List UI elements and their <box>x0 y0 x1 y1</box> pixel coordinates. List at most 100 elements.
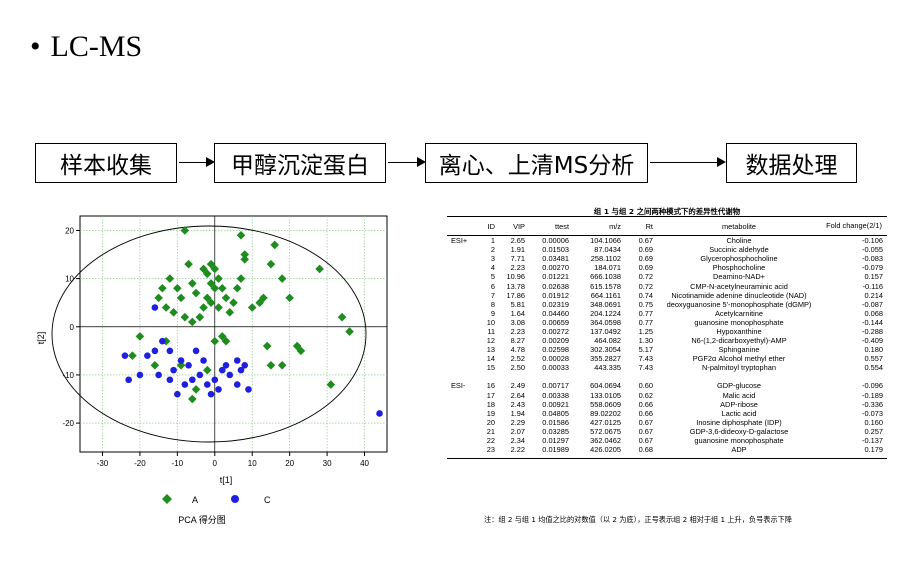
cell-mode: ESI- <box>451 381 466 391</box>
cell-metabolite: N6-(1,2-dicarboxyethyl)-AMP <box>691 336 787 346</box>
data-point-a <box>285 293 294 303</box>
cell-ttest: 0.00270 <box>542 263 569 273</box>
data-point-a <box>232 283 242 293</box>
data-point-a <box>191 385 201 394</box>
cell-metabolite: Glycerophosphocholine <box>700 254 778 264</box>
data-point-a <box>188 317 197 327</box>
cell-fold-change: -0.083 <box>862 254 883 264</box>
cell-metabolite: PGF2α Alcohol methyl ether <box>692 354 786 364</box>
data-point-c <box>125 376 132 384</box>
cell-metabolite: Sphinganine <box>718 345 760 355</box>
legend-a-label: A <box>192 495 198 505</box>
cell-fold-change: -0.096 <box>862 381 883 391</box>
data-point-a <box>154 293 163 303</box>
cell-metabolite: Nicotinamide adenine dinucleotide (NAD) <box>671 290 807 300</box>
x-tick-label: 30 <box>323 459 332 468</box>
table-row: ESI- 16 2.49 0.00717 604.0694 0.60 GDP-glucose… <box>447 381 887 390</box>
data-point-c <box>136 371 144 379</box>
cell-rt: 0.72 <box>638 281 653 291</box>
table-row: 5 10.96 0.01221 666.1038 0.72 Deamino-NAD+ 0.1… <box>447 272 887 281</box>
cell-mode: ESI+ <box>451 236 468 246</box>
data-point-a <box>217 332 227 341</box>
metabolite-table: 组 1 与组 2 之间两种模式下的差异性代谢物 ID VIP ttest m/z… <box>447 206 887 460</box>
data-point-c <box>144 352 151 359</box>
data-point-a <box>188 394 197 404</box>
cell-id: 10 <box>486 317 495 327</box>
x-tick-label: -20 <box>134 459 146 468</box>
data-point-a <box>161 303 171 312</box>
cell-id: 9 <box>490 308 495 318</box>
table-row: ESI+ 1 2.65 0.00006 104.1066 0.67 Choline -0.10… <box>447 236 887 245</box>
cell-ttest: 0.01586 <box>542 417 569 427</box>
cell-mz: 204.1224 <box>590 308 621 318</box>
cell-rt: 0.62 <box>638 390 653 400</box>
cell-fold-change: 0.257 <box>864 426 884 436</box>
data-point-a <box>128 351 137 360</box>
cell-id: 4 <box>490 263 495 273</box>
cell-fold-change: 0.554 <box>864 363 884 373</box>
y-tick-labels: 20 10 0 -10 -20 <box>62 226 74 428</box>
cell-mz: 137.0492 <box>590 326 621 336</box>
data-point-a <box>221 336 231 346</box>
bullet-icon: • <box>30 30 41 63</box>
cell-vip: 13.78 <box>506 281 526 291</box>
data-point-a <box>277 274 287 283</box>
legend-c-circle-icon <box>231 495 239 503</box>
cell-fold-change: 0.068 <box>864 308 884 318</box>
data-point-c <box>185 362 192 369</box>
cell-ttest: 0.00028 <box>542 354 569 364</box>
data-point-a <box>266 259 276 269</box>
cell-mz: 666.1038 <box>590 272 621 282</box>
cell-rt: 0.68 <box>638 445 653 455</box>
legend-c-label: C <box>264 495 271 505</box>
cell-vip: 2.49 <box>510 381 525 391</box>
cell-rt: 0.72 <box>638 272 653 282</box>
cell-metabolite: guanosine monophosphate <box>694 436 784 446</box>
data-point-c <box>177 357 185 364</box>
data-point-c <box>241 362 249 369</box>
data-point-a <box>270 240 279 250</box>
data-point-a <box>206 298 216 307</box>
cell-fold-change: -0.137 <box>862 436 883 446</box>
data-point-c <box>189 376 196 384</box>
cell-fold-change: -0.079 <box>862 263 883 273</box>
cell-vip: 2.50 <box>510 363 525 373</box>
cell-mz: 558.0609 <box>590 399 621 409</box>
table-row: 23 2.22 0.01989 426.0205 0.68 ADP 0.179 <box>447 445 887 454</box>
data-point-a <box>217 283 227 293</box>
cell-metabolite: guanosine monophosphate <box>694 317 784 327</box>
cell-ttest: 0.01912 <box>542 290 569 300</box>
x-tick-label: 0 <box>213 459 218 468</box>
table-row: 9 1.64 0.04460 204.1224 0.77 Acetylcarnitine 0… <box>447 309 887 318</box>
cell-metabolite: Malic acid <box>722 390 756 400</box>
data-point-c <box>207 390 215 398</box>
cell-metabolite: GDP-glucose <box>717 381 761 391</box>
data-point-a <box>176 293 186 303</box>
header-rt: Rt <box>645 221 653 231</box>
data-point-a <box>214 303 223 312</box>
cell-metabolite: Choline <box>726 236 752 246</box>
data-point-c <box>222 362 230 369</box>
table-row: 20 2.29 0.01586 427.0125 0.67 Inosine diphosp… <box>447 418 887 427</box>
cell-fold-change: -0.106 <box>862 236 883 246</box>
cell-fold-change: 0.557 <box>864 354 884 364</box>
cell-vip: 1.64 <box>510 308 525 318</box>
data-point-a <box>236 230 246 240</box>
cell-id: 20 <box>486 417 495 427</box>
data-point-a <box>180 226 190 235</box>
x-tick-label: 40 <box>360 459 369 468</box>
header-fold-change: Fold change(2/1) <box>826 221 882 230</box>
data-point-c <box>218 366 226 374</box>
table-row: 7 17.86 0.01912 664.1161 0.74 Nicotinamide ad… <box>447 291 887 300</box>
table-row: 6 13.78 0.02638 615.1578 0.72 CMP-N-acetylneu… <box>447 281 887 291</box>
flow-arrow-2 <box>388 157 426 167</box>
data-point-a <box>210 283 220 293</box>
table-row: 17 2.64 0.00338 133.0105 0.62 Malic acid -0.18… <box>447 391 887 400</box>
cell-ttest: 0.00272 <box>542 326 569 336</box>
cell-metabolite: Deamino-NAD+ <box>713 272 765 282</box>
cell-metabolite: ADP <box>731 445 747 455</box>
cell-metabolite: Hypoxanthine <box>716 326 762 336</box>
slide-title: • LC-MS <box>30 30 142 64</box>
table-row: 12 8.27 0.00209 464.082 1.30 N6-(1,2-dicarbox… <box>447 336 887 345</box>
x-tick-label: 10 <box>248 459 257 468</box>
